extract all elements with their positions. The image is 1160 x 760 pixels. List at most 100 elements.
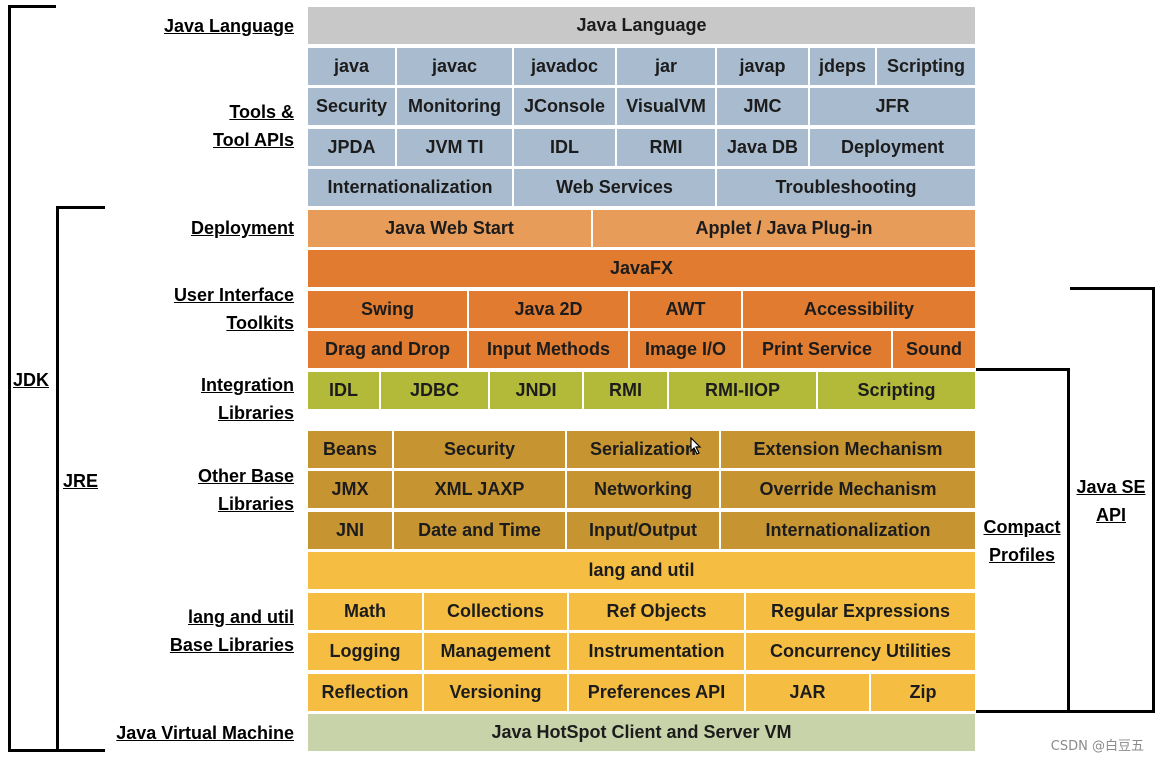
compact-bracket-bottom xyxy=(976,710,1070,713)
cell-lu2-instrumentation: Instrumentation xyxy=(569,633,744,670)
jre-bracket-bottom xyxy=(56,749,105,752)
cell-tools3-rmi: RMI xyxy=(617,129,715,166)
cell-integration-jndi: JNDI xyxy=(490,372,582,409)
cell-tools1-scripting: Scripting xyxy=(877,48,975,85)
javase-bracket-top xyxy=(1070,287,1155,290)
cell-integration-jdbc: JDBC xyxy=(381,372,488,409)
cell-lu2-concurrency-utilities: Concurrency Utilities xyxy=(746,633,975,670)
cell-other3-input-output: Input/Output xyxy=(567,512,719,549)
cell-java-language-java-language: Java Language xyxy=(308,7,975,44)
compact-bracket-vertical xyxy=(1067,368,1070,713)
cell-other2-jmx: JMX xyxy=(308,471,392,508)
cell-other2-networking: Networking xyxy=(567,471,719,508)
label-ui-line2: Toolkits xyxy=(226,313,294,333)
cell-jvm-java-hotspot-client-and-server-vm: Java HotSpot Client and Server VM xyxy=(308,714,975,751)
cell-lu1-regular-expressions: Regular Expressions xyxy=(746,593,975,630)
label-jvm: Java Virtual Machine xyxy=(116,723,294,743)
cell-ui1-awt: AWT xyxy=(630,291,741,328)
cell-tools4-troubleshooting: Troubleshooting xyxy=(717,169,975,206)
cell-ui1-accessibility: Accessibility xyxy=(743,291,975,328)
cell-other3-internationalization: Internationalization xyxy=(721,512,975,549)
label-integration-line1: Integration xyxy=(201,375,294,395)
cell-lu1-math: Math xyxy=(308,593,422,630)
cell-other1-extension-mechanism: Extension Mechanism xyxy=(721,431,975,468)
cell-tools1-jdeps: jdeps xyxy=(810,48,875,85)
jre-bracket-vertical xyxy=(56,206,59,752)
cell-integration-rmi: RMI xyxy=(584,372,667,409)
label-java-language: Java Language xyxy=(163,16,294,36)
label-other-line1: Other Base xyxy=(197,466,294,486)
cell-lu2-management: Management xyxy=(424,633,567,670)
cell-tools2-monitoring: Monitoring xyxy=(397,88,512,125)
label-integration-line2: Libraries xyxy=(217,403,294,423)
cell-tools1-java: java xyxy=(308,48,395,85)
cell-tools3-jvm-ti: JVM TI xyxy=(397,129,512,166)
jdk-bracket-top xyxy=(8,5,56,8)
cell-tools2-security: Security xyxy=(308,88,395,125)
cell-other1-beans: Beans xyxy=(308,431,392,468)
cell-other3-jni: JNI xyxy=(308,512,392,549)
cell-other1-security: Security xyxy=(394,431,565,468)
cell-tools1-jar: jar xyxy=(617,48,715,85)
javase-label-line2: API xyxy=(1095,505,1126,525)
cell-integration-scripting: Scripting xyxy=(818,372,975,409)
cell-lu3-zip: Zip xyxy=(871,674,975,711)
cell-other2-xml-jaxp: XML JAXP xyxy=(394,471,565,508)
cell-ui2-sound: Sound xyxy=(893,331,975,368)
cell-tools3-jpda: JPDA xyxy=(308,129,395,166)
cell-lang-util-lang-and-util: lang and util xyxy=(308,552,975,589)
cell-tools3-java-db: Java DB xyxy=(717,129,808,166)
compact-label-line2: Profiles xyxy=(988,545,1056,565)
cell-other2-override-mechanism: Override Mechanism xyxy=(721,471,975,508)
cell-integration-rmi-iiop: RMI-IIOP xyxy=(669,372,816,409)
cell-lu3-preferences-api: Preferences API xyxy=(569,674,744,711)
cell-ui1-swing: Swing xyxy=(308,291,467,328)
cell-lu3-jar: JAR xyxy=(746,674,869,711)
label-langutil-line1: lang and util xyxy=(188,607,294,627)
jre-label: JRE xyxy=(63,471,99,491)
cell-lu1-collections: Collections xyxy=(424,593,567,630)
watermark: CSDN @白豆五 xyxy=(1050,739,1144,754)
cell-tools1-javadoc: javadoc xyxy=(514,48,615,85)
label-tools-line2: Tool APIs xyxy=(213,130,294,150)
cell-ui2-image-i-o: Image I/O xyxy=(630,331,741,368)
cell-other1-serialization: Serialization xyxy=(567,431,719,468)
label-langutil-line2: Base Libraries xyxy=(169,635,294,655)
cell-tools4-web-services: Web Services xyxy=(514,169,715,206)
label-ui-line1: User Interface xyxy=(173,285,294,305)
cell-lu2-logging: Logging xyxy=(308,633,422,670)
cell-tools3-deployment: Deployment xyxy=(810,129,975,166)
cell-tools3-idl: IDL xyxy=(514,129,615,166)
javase-bracket-vertical xyxy=(1152,287,1155,713)
cell-tools4-internationalization: Internationalization xyxy=(308,169,512,206)
cell-tools1-javap: javap xyxy=(717,48,808,85)
label-tools-line1: Tools & xyxy=(229,102,294,122)
cell-lu1-ref-objects: Ref Objects xyxy=(569,593,744,630)
cell-deployment-applet-java-plug-in: Applet / Java Plug-in xyxy=(593,210,975,247)
cell-integration-idl: IDL xyxy=(308,372,379,409)
jdk-label: JDK xyxy=(13,370,50,390)
cell-tools2-jconsole: JConsole xyxy=(514,88,615,125)
javase-label-line1: Java SE xyxy=(1076,477,1146,497)
mouse-cursor-icon xyxy=(690,437,702,455)
cell-javafx-javafx: JavaFX xyxy=(308,250,975,287)
cell-ui2-print-service: Print Service xyxy=(743,331,891,368)
cell-ui1-java-2d: Java 2D xyxy=(469,291,628,328)
jdk-bracket-bottom xyxy=(8,749,56,752)
label-other-line2: Libraries xyxy=(217,494,294,514)
cell-tools2-jfr: JFR xyxy=(810,88,975,125)
compact-bracket-top xyxy=(976,368,1070,371)
cell-tools2-visualvm: VisualVM xyxy=(617,88,715,125)
label-deployment: Deployment xyxy=(190,218,294,238)
cell-lu3-versioning: Versioning xyxy=(424,674,567,711)
cell-ui2-drag-and-drop: Drag and Drop xyxy=(308,331,467,368)
cell-tools1-javac: javac xyxy=(397,48,512,85)
cell-other3-date-and-time: Date and Time xyxy=(394,512,565,549)
cell-deployment-java-web-start: Java Web Start xyxy=(308,210,591,247)
compact-label-line1: Compact xyxy=(983,517,1061,537)
cell-lu3-reflection: Reflection xyxy=(308,674,422,711)
jre-bracket-top xyxy=(56,206,105,209)
jdk-bracket-vertical xyxy=(8,5,11,752)
cell-ui2-input-methods: Input Methods xyxy=(469,331,628,368)
javase-bracket-bottom xyxy=(1070,710,1155,713)
